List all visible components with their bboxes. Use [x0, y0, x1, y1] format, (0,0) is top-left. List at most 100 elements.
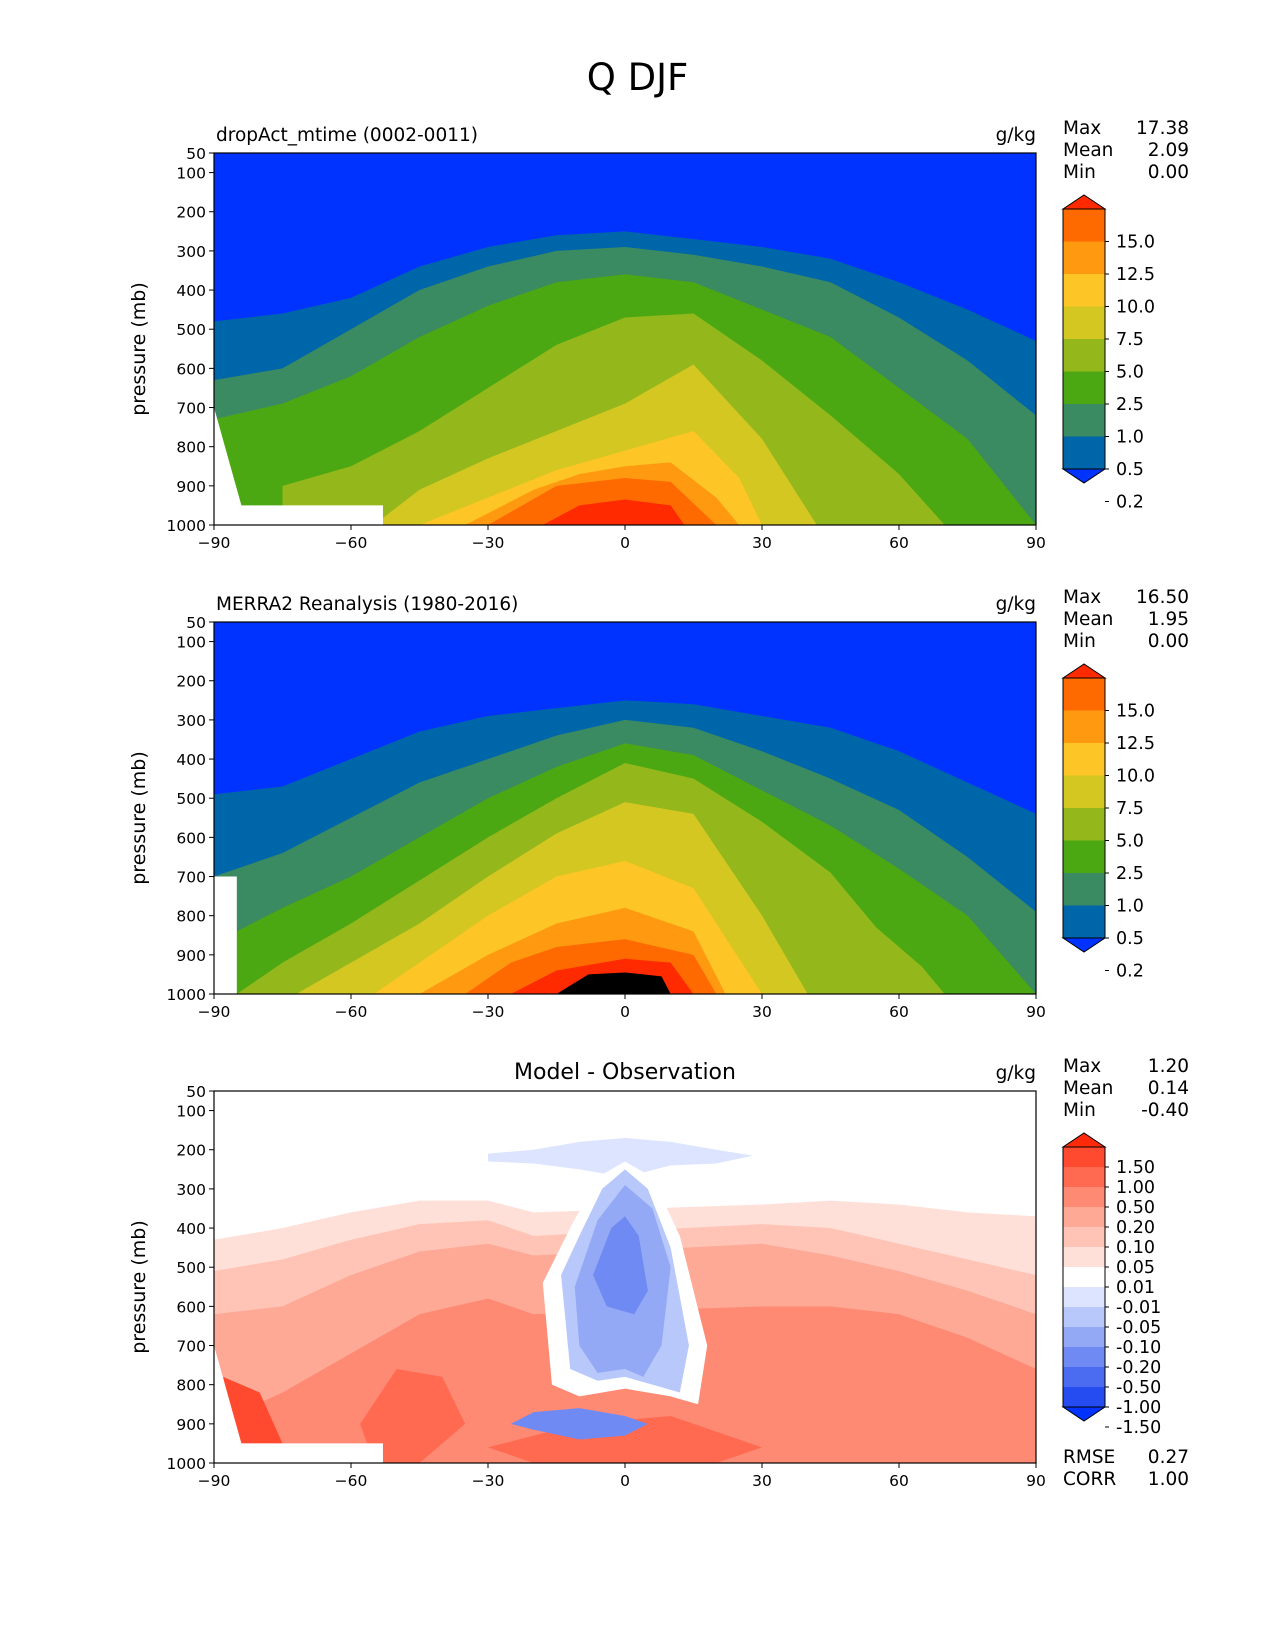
colorbar-segment	[1063, 808, 1105, 841]
colorbar-segment	[1063, 1167, 1105, 1188]
colorbar-segment	[1063, 1227, 1105, 1248]
y-tick-label: 900	[176, 947, 206, 965]
y-axis-label: pressure (mb)	[128, 751, 150, 885]
cool-core	[593, 1216, 648, 1315]
stat-value: 0.00	[1148, 631, 1189, 652]
y-tick-label: 900	[176, 1416, 206, 1434]
colorbar-label: 12.5	[1116, 734, 1155, 754]
y-tick-label: 300	[176, 243, 206, 261]
stat-value: 0.00	[1148, 162, 1189, 183]
colorbar-outline	[1062, 1146, 1106, 1408]
y-tick-label: 600	[176, 360, 206, 378]
x-tick-label: 90	[1026, 1472, 1046, 1490]
x-tick-label: −30	[472, 1003, 505, 1021]
colorbar-segment	[1063, 436, 1105, 470]
colorbar-extend-top	[1061, 663, 1107, 679]
stat-value: 1.00	[1148, 1469, 1189, 1490]
units-label: g/kg	[996, 1063, 1036, 1084]
x-tick-label: 60	[889, 534, 909, 552]
stat-value: 1.95	[1148, 609, 1189, 630]
colorbar-label: -1.50	[1116, 1418, 1161, 1438]
missing-data-mask	[214, 1345, 383, 1463]
panel-title: MERRA2 Reanalysis (1980-2016)	[216, 594, 518, 615]
x-tick-label: −60	[335, 1003, 368, 1021]
colorbar-segment	[1063, 209, 1105, 242]
cool-band-2	[510, 1408, 648, 1440]
stat-label: Max	[1063, 1056, 1101, 1077]
y-tick-label: 200	[176, 204, 206, 222]
y-axis-label: pressure (mb)	[128, 1220, 150, 1354]
stat-value: 2.09	[1148, 140, 1189, 161]
band-15	[542, 499, 685, 525]
stat-label: Mean	[1063, 609, 1113, 630]
colorbar-label: 5.0	[1116, 832, 1144, 852]
y-tick-label: 800	[176, 908, 206, 926]
colorbar-label: 0.5	[1116, 929, 1144, 949]
colorbar-label: -0.05	[1116, 1318, 1161, 1338]
contour-field	[214, 622, 1036, 994]
y-tick-label: 700	[176, 1338, 206, 1356]
panel-center-title: Model - Observation	[514, 1060, 736, 1085]
y-tick-label: 100	[176, 165, 206, 183]
y-tick-label: 300	[176, 712, 206, 730]
stat-label: Min	[1063, 631, 1096, 652]
x-tick-label: −90	[198, 1003, 231, 1021]
x-tick-label: 30	[752, 1003, 772, 1021]
y-tick-label: 100	[176, 1103, 206, 1121]
contour-field	[214, 1091, 1036, 1463]
colorbar-segment	[1063, 1367, 1105, 1388]
y-tick-label: 800	[176, 1377, 206, 1395]
colorbar-segment	[1063, 840, 1105, 874]
colorbar-segment	[1063, 306, 1105, 340]
colorbar-segment	[1063, 1307, 1105, 1328]
y-tick-label: 500	[176, 321, 206, 339]
stat-label: Min	[1063, 1100, 1096, 1121]
stat-value: 1.20	[1148, 1056, 1189, 1077]
stat-value: 0.14	[1148, 1078, 1189, 1099]
colorbar-segment	[1063, 743, 1105, 776]
y-tick-label: 600	[176, 1298, 206, 1316]
colorbar-label: 0.50	[1116, 1198, 1155, 1218]
colorbar-label: 0.2	[1116, 962, 1144, 982]
panel-title: dropAct_mtime (0002-0011)	[216, 125, 478, 146]
colorbar-segment	[1063, 905, 1105, 939]
colorbar-segment	[1063, 1247, 1105, 1268]
colorbar-segment	[1063, 274, 1105, 307]
x-tick-label: 0	[620, 534, 630, 552]
stat-value: 16.50	[1136, 587, 1189, 608]
colorbar-label: 2.5	[1116, 395, 1144, 415]
y-tick-label: 400	[176, 751, 206, 769]
colorbar-label: 7.5	[1116, 330, 1144, 350]
colorbar-label: 0.10	[1116, 1238, 1155, 1258]
colorbar-segment	[1063, 1147, 1105, 1168]
y-tick-label: 200	[176, 1142, 206, 1160]
colorbar: 15.0 12.5 10.0 7.5 5.0 2.5 1.0 0.5 0.2	[1061, 663, 1155, 982]
x-tick-label: 0	[620, 1003, 630, 1021]
stat-label: CORR	[1063, 1469, 1116, 1490]
x-tick-label: −60	[335, 534, 368, 552]
colorbar-segment	[1063, 1207, 1105, 1228]
colorbar-extend-bottom	[1061, 1406, 1107, 1422]
missing-data-mask	[214, 407, 383, 525]
x-tick-label: 90	[1026, 1003, 1046, 1021]
colorbar-segment	[1063, 339, 1105, 372]
colorbar-label: 1.0	[1116, 897, 1144, 917]
x-tick-label: 90	[1026, 534, 1046, 552]
colorbar-label: 0.2	[1116, 493, 1144, 513]
y-tick-label: 300	[176, 1181, 206, 1199]
y-tick-label: 1000	[167, 986, 206, 1004]
band-undefined	[556, 972, 671, 994]
colorbar-label: -0.10	[1116, 1338, 1161, 1358]
warm-blob-sfc	[488, 1416, 762, 1463]
colorbar-segment	[1063, 1387, 1105, 1408]
y-tick-label: 400	[176, 282, 206, 300]
colorbar-label: -0.01	[1116, 1298, 1161, 1318]
y-tick-label: 50	[186, 614, 206, 632]
colorbar-extend-top	[1061, 194, 1107, 210]
colorbar-label: 1.50	[1116, 1158, 1155, 1178]
x-tick-label: 60	[889, 1472, 909, 1490]
colorbar-label: 0.05	[1116, 1258, 1155, 1278]
colorbar: 15.0 12.5 10.0 7.5 5.0 2.5 1.0 0.5 0.2	[1061, 194, 1155, 513]
